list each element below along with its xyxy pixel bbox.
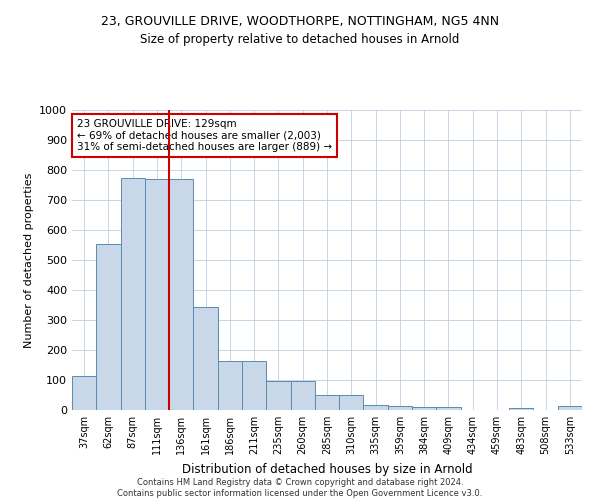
Bar [436, 407, 461, 410]
Bar [193, 306, 218, 410]
Bar [242, 362, 266, 410]
Bar [339, 395, 364, 410]
X-axis label: Distribution of detached houses by size in Arnold: Distribution of detached houses by size … [182, 462, 472, 475]
Bar [388, 406, 412, 410]
Bar [315, 395, 339, 410]
Y-axis label: Number of detached properties: Number of detached properties [23, 172, 34, 348]
Bar [266, 381, 290, 410]
Bar [96, 244, 121, 410]
Bar [145, 179, 169, 410]
Text: Contains HM Land Registry data © Crown copyright and database right 2024.
Contai: Contains HM Land Registry data © Crown c… [118, 478, 482, 498]
Bar [412, 407, 436, 410]
Bar [121, 178, 145, 410]
Bar [169, 179, 193, 410]
Bar [218, 361, 242, 410]
Text: Size of property relative to detached houses in Arnold: Size of property relative to detached ho… [140, 32, 460, 46]
Bar [509, 408, 533, 410]
Bar [558, 406, 582, 410]
Bar [72, 376, 96, 410]
Bar [290, 381, 315, 410]
Text: 23, GROUVILLE DRIVE, WOODTHORPE, NOTTINGHAM, NG5 4NN: 23, GROUVILLE DRIVE, WOODTHORPE, NOTTING… [101, 15, 499, 28]
Text: 23 GROUVILLE DRIVE: 129sqm
← 69% of detached houses are smaller (2,003)
31% of s: 23 GROUVILLE DRIVE: 129sqm ← 69% of deta… [77, 119, 332, 152]
Bar [364, 404, 388, 410]
